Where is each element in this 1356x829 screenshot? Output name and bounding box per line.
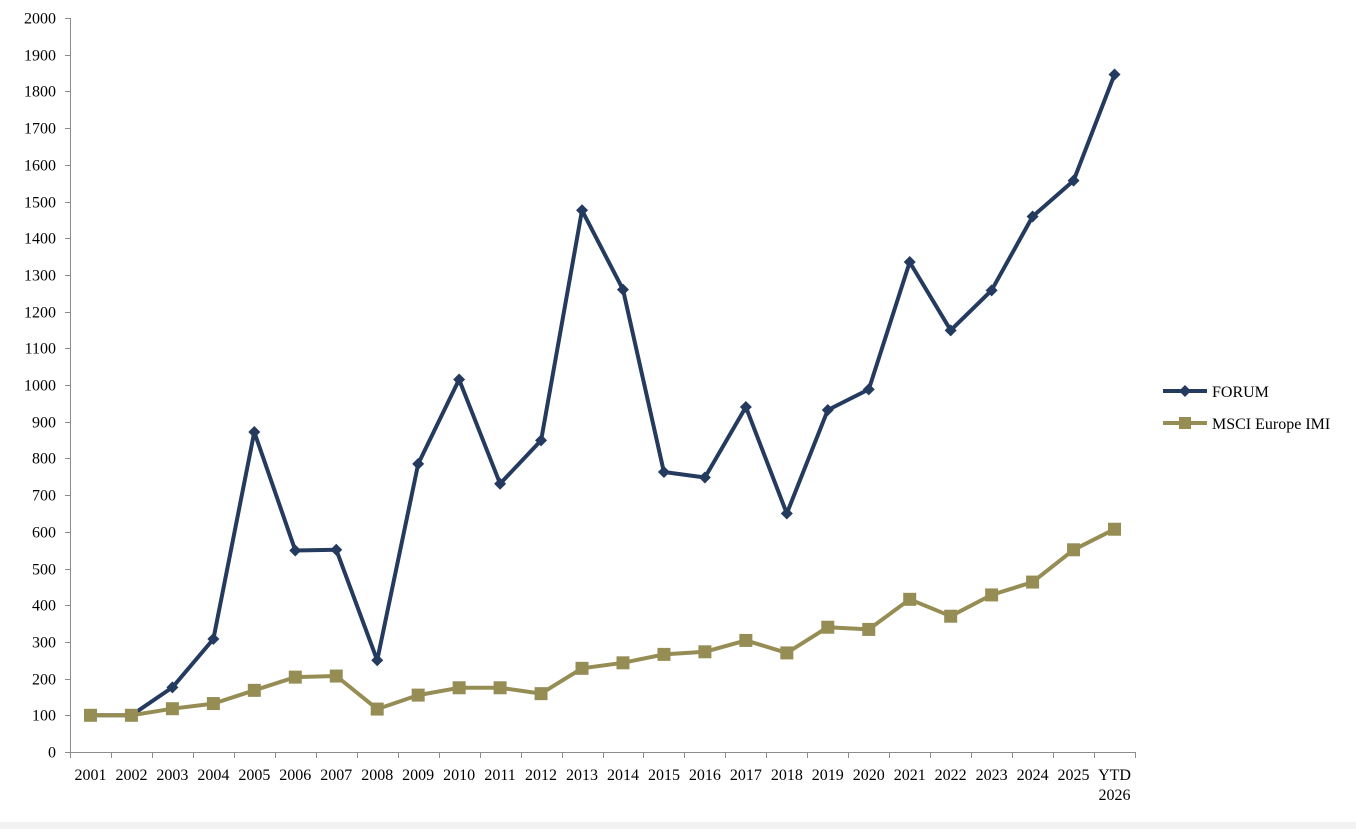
data-point: [125, 709, 138, 722]
y-axis: 0 100 200 300 400 500 600 700 800 900 1000 1100 1200…: [24, 11, 71, 762]
x-tick-label: YTD 2026: [1098, 767, 1131, 804]
x-tick-label: 2010: [443, 767, 475, 784]
y-tick-label: 1300: [24, 268, 56, 285]
series-layer: [84, 69, 1121, 722]
data-point: [944, 610, 957, 623]
x-tick-label: 2023: [976, 767, 1008, 784]
legend: FORUM MSCI Europe IMI: [1163, 384, 1330, 433]
series-forum: [84, 69, 1120, 722]
data-point: [412, 689, 425, 702]
y-tick-label: 0: [48, 745, 56, 762]
bottom-strip: [0, 822, 1356, 829]
data-point: [903, 593, 916, 606]
x-tick-label: 2008: [361, 767, 393, 784]
x-tick-label: 2009: [402, 767, 434, 784]
data-point: [781, 507, 793, 519]
x-tick-label: 2013: [566, 767, 598, 784]
x-tick-label: 2014: [607, 767, 639, 784]
legend-marker: [1179, 417, 1191, 429]
x-tick-label: 2018: [771, 767, 803, 784]
data-point: [535, 687, 548, 700]
data-point: [289, 671, 302, 684]
data-point: [739, 634, 752, 647]
y-tick-label: 1900: [24, 48, 56, 65]
x-tick-label: 2005: [238, 767, 270, 784]
x-tick-label: 2007: [320, 767, 352, 784]
data-point: [84, 709, 97, 722]
x-tick-label: 2017: [730, 767, 762, 784]
y-tick-label: 1500: [24, 195, 56, 212]
y-tick-label: 1400: [24, 231, 56, 248]
legend-label: FORUM: [1212, 384, 1269, 401]
y-tick-label: 1000: [24, 378, 56, 395]
y-tick-label: 1200: [24, 305, 56, 322]
series-line: [91, 75, 1115, 716]
y-tick-label: 1700: [24, 121, 56, 138]
data-point: [289, 545, 301, 557]
data-point: [371, 703, 384, 716]
legend-label: MSCI Europe IMI: [1212, 416, 1330, 433]
y-tick-label: 900: [32, 415, 56, 432]
y-tick-label: 100: [32, 708, 56, 725]
data-point: [371, 654, 383, 666]
series-line: [91, 529, 1115, 715]
x-tick-label: 2011: [484, 767, 515, 784]
data-point: [1108, 523, 1121, 536]
series-msci-europe-imi: [84, 523, 1121, 722]
data-point: [821, 621, 834, 634]
x-tick-label: 2025: [1058, 767, 1090, 784]
x-tick-label: 2006: [279, 767, 311, 784]
data-point: [453, 681, 466, 694]
y-tick-label: 1600: [24, 158, 56, 175]
x-tick-label: 2003: [156, 767, 188, 784]
data-point: [1026, 576, 1039, 589]
x-tick-label: 2002: [115, 767, 147, 784]
data-point: [248, 684, 261, 697]
data-point: [698, 645, 711, 658]
x-tick-label: 2024: [1017, 767, 1049, 784]
data-point: [616, 656, 629, 669]
data-point: [862, 623, 875, 636]
y-tick-label: 600: [32, 525, 56, 542]
data-point: [657, 648, 670, 661]
x-axis: 2001 2002 2003 2004 2005 2006 2007 2008 2009 2010…: [70, 752, 1136, 804]
x-tick-label: 2022: [935, 767, 967, 784]
x-tick-label: 2021: [894, 767, 926, 784]
x-tick-label: 2015: [648, 767, 680, 784]
data-point: [985, 588, 998, 601]
data-point: [780, 646, 793, 659]
x-tick-label: 2012: [525, 767, 557, 784]
x-tick-label: 2019: [812, 767, 844, 784]
legend-marker: [1179, 385, 1191, 397]
x-tick-label: 2020: [853, 767, 885, 784]
y-tick-label: 800: [32, 451, 56, 468]
data-point: [658, 466, 670, 478]
x-tick-label: 2004: [197, 767, 229, 784]
y-tick-label: 700: [32, 488, 56, 505]
data-point: [1067, 543, 1080, 556]
y-tick-label: 300: [32, 635, 56, 652]
legend-item: MSCI Europe IMI: [1163, 416, 1330, 433]
x-tick-label: 2001: [74, 767, 106, 784]
data-point: [248, 426, 260, 438]
x-tick-label: 2016: [689, 767, 721, 784]
data-point: [330, 544, 342, 556]
data-point: [494, 681, 507, 694]
data-point: [1109, 69, 1121, 81]
y-tick-label: 2000: [24, 11, 56, 28]
data-point: [576, 662, 589, 675]
data-point: [166, 702, 179, 715]
y-tick-label: 200: [32, 672, 56, 689]
y-tick-label: 400: [32, 598, 56, 615]
y-tick-label: 1100: [25, 341, 56, 358]
legend-item: FORUM: [1163, 384, 1269, 401]
data-point: [330, 670, 343, 683]
data-point: [207, 697, 220, 710]
y-tick-label: 500: [32, 562, 56, 579]
y-tick-label: 1800: [24, 84, 56, 101]
